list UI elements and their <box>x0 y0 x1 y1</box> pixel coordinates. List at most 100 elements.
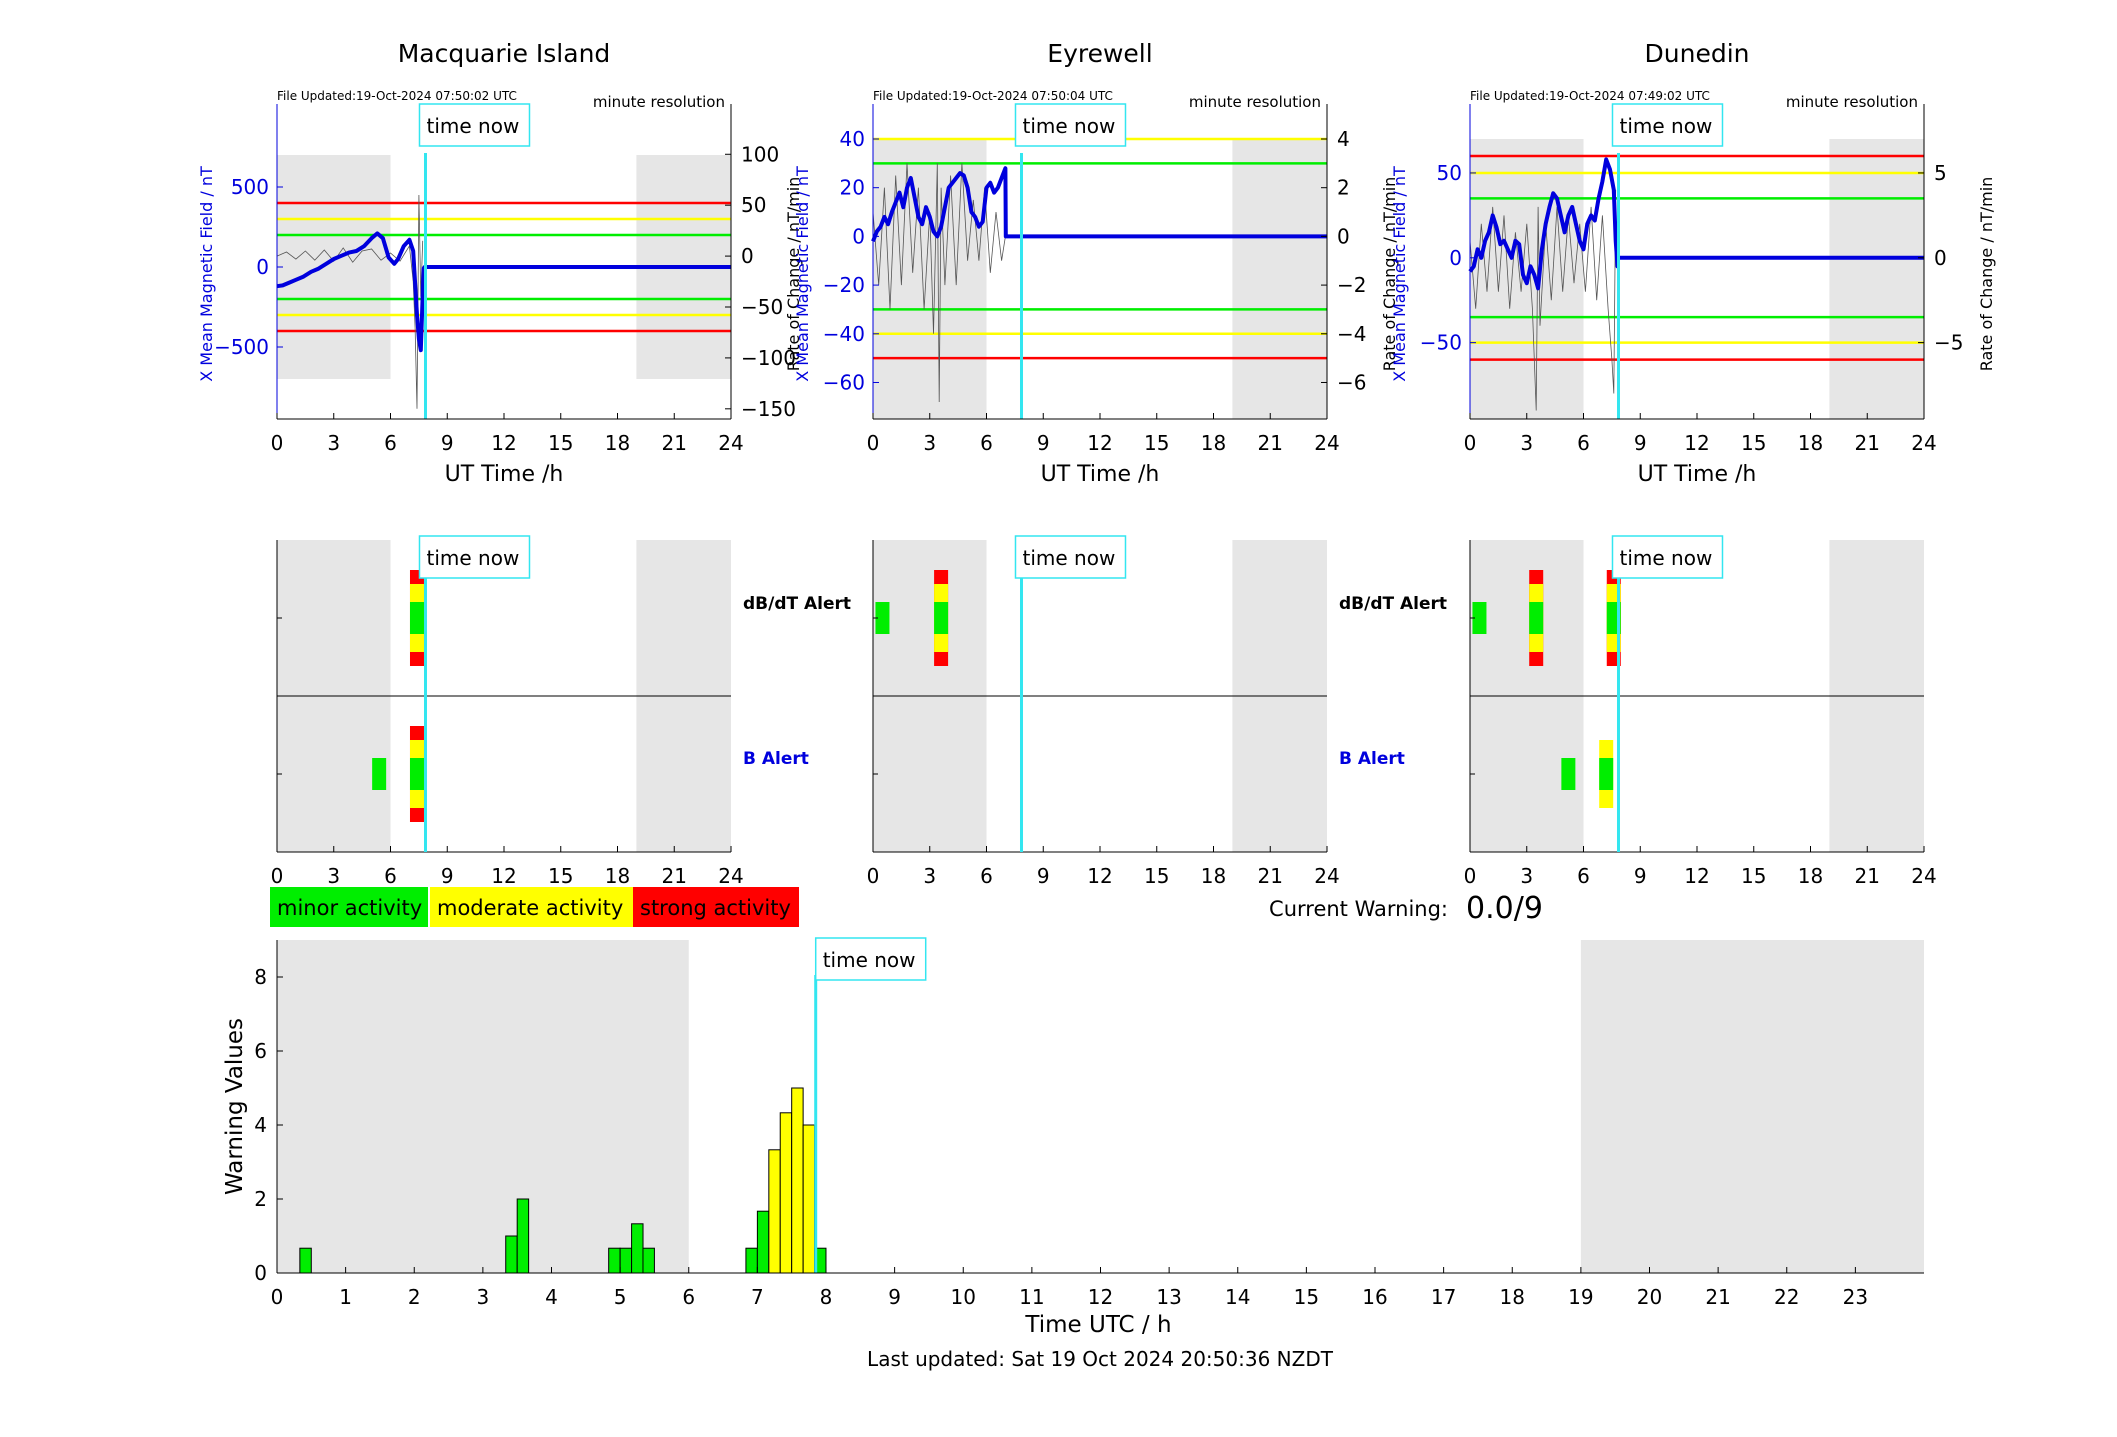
y-right-tick-label: 0 <box>741 244 754 268</box>
dbdt-trace <box>276 194 424 409</box>
x-tick-label: 15 <box>548 864 573 888</box>
time-now-marker: time now <box>1611 103 1724 147</box>
x-tick-label: 21 <box>662 864 687 888</box>
warning-bar <box>516 1198 530 1274</box>
file-updated: File Updated:19-Oct-2024 07:49:02 UTC <box>1470 89 1710 103</box>
alert-minor <box>409 758 424 790</box>
x-tick-label: 13 <box>1156 1285 1181 1309</box>
y-right-tick-label: −4 <box>1337 322 1366 346</box>
b-alert-label: B Alert <box>1339 749 1405 769</box>
field-panel-3: Dunedin File Updated:19-Oct-2024 07:49:02… <box>1390 39 1996 487</box>
y-tick-label: 0 <box>254 1261 267 1285</box>
x-tick-label: 9 <box>1037 864 1050 888</box>
time-now-box <box>418 103 531 147</box>
warning-bar <box>299 1247 312 1274</box>
x-tick-label: 18 <box>1201 864 1226 888</box>
time-now-box <box>1611 103 1724 147</box>
x-tick-label: 23 <box>1843 1285 1868 1309</box>
x-tick-label: 24 <box>1911 864 1936 888</box>
x-tick-label: 3 <box>1520 431 1533 455</box>
time-now-marker: time now <box>814 937 927 981</box>
x-tick-label: 0 <box>1464 431 1477 455</box>
x-axis-label: UT Time /h <box>1041 462 1160 487</box>
legend-swatch-minor <box>270 887 428 927</box>
y-right-tick-label: 0 <box>1934 246 1947 270</box>
legend-label-strong: strong activity <box>640 896 791 920</box>
alert-minor <box>372 758 387 790</box>
alert-panel-3: time now 0 3 6 9 12 15 18 21 24 <box>1464 535 1937 888</box>
y-left-axis-label: X Mean Magnetic Field / nT <box>793 166 812 382</box>
x-tick-label: 24 <box>1314 864 1339 888</box>
x-tick-label: 3 <box>1520 864 1533 888</box>
x-tick-label: 14 <box>1225 1285 1250 1309</box>
warning-bar <box>802 1124 816 1274</box>
x-tick-label: 18 <box>605 431 630 455</box>
alert-minor <box>1599 758 1614 790</box>
x-tick-label: 24 <box>1314 431 1339 455</box>
time-now-marker: time now <box>1611 535 1724 579</box>
current-warning-value: 0.0/9 <box>1466 891 1543 926</box>
time-now-label: time now <box>1022 114 1115 138</box>
x-tick-label: 0 <box>867 864 880 888</box>
x-tick-label: 12 <box>1684 431 1709 455</box>
x-tick-label: 18 <box>1500 1285 1525 1309</box>
x-tick-label: 20 <box>1637 1285 1662 1309</box>
x-tick-label: 19 <box>1568 1285 1593 1309</box>
x-tick-label: 15 <box>1144 864 1169 888</box>
x-tick-label: 7 <box>751 1285 764 1309</box>
y-left-tick-label: −50 <box>1420 331 1462 355</box>
legend-label-moderate: moderate activity <box>437 896 623 920</box>
time-now-label: time now <box>1619 114 1712 138</box>
x-tick-label: 21 <box>1855 431 1880 455</box>
x-axis-label: UT Time /h <box>445 462 564 487</box>
x-tick-label: 12 <box>1087 864 1112 888</box>
y-left-tick-label: −20 <box>823 273 865 297</box>
time-now-marker: time now <box>1014 535 1127 579</box>
time-now-box <box>1611 535 1724 579</box>
y-tick-label: 2 <box>254 1187 267 1211</box>
y-left-axis-label: X Mean Magnetic Field / nT <box>197 166 216 382</box>
x-tick-label: 21 <box>1855 864 1880 888</box>
y-axis-label: Warning Values <box>222 1018 248 1195</box>
y-right-tick-label: −6 <box>1337 370 1366 394</box>
x-tick-label: 15 <box>1741 431 1766 455</box>
file-updated: File Updated:19-Oct-2024 07:50:02 UTC <box>277 89 517 103</box>
resolution-label: minute resolution <box>593 93 725 111</box>
time-now-label: time now <box>426 546 519 570</box>
x-tick-label: 21 <box>1705 1285 1730 1309</box>
field-panel-2: Eyrewell File Updated:19-Oct-2024 07:50:0… <box>793 39 1399 487</box>
resolution-label: minute resolution <box>1786 93 1918 111</box>
file-updated: File Updated:19-Oct-2024 07:50:04 UTC <box>873 89 1113 103</box>
x-tick-label: 18 <box>1798 431 1823 455</box>
x-tick-label: 12 <box>1087 431 1112 455</box>
time-now-marker: time now <box>418 103 531 147</box>
y-left-tick-label: 0 <box>852 224 865 248</box>
y-right-tick-label: −50 <box>741 295 783 319</box>
y-left-tick-label: 0 <box>1449 246 1462 270</box>
night-band <box>1829 139 1924 419</box>
y-right-axis-label: Rate of Change / nT/min <box>784 177 803 372</box>
warning-bar <box>642 1247 655 1274</box>
warning-bar <box>768 1149 781 1274</box>
dbdt-alert-label: dB/dT Alert <box>1339 594 1447 614</box>
y-right-tick-label: 4 <box>1337 127 1350 151</box>
night-band <box>277 940 689 1273</box>
x-tick-label: 9 <box>441 431 454 455</box>
night-band <box>1580 940 1924 1273</box>
x-tick-label: 16 <box>1362 1285 1387 1309</box>
alert-minor <box>875 602 890 634</box>
x-tick-label: 17 <box>1431 1285 1456 1309</box>
night-band <box>1232 139 1327 419</box>
y-left-tick-label: −40 <box>823 322 865 346</box>
y-tick-label: 6 <box>254 1039 267 1063</box>
x-tick-label: 2 <box>408 1285 421 1309</box>
x-tick-label: 24 <box>718 864 743 888</box>
x-tick-label: 24 <box>718 431 743 455</box>
x-tick-label: 3 <box>327 431 340 455</box>
warning-bar <box>608 1247 621 1274</box>
y-left-axis-label: X Mean Magnetic Field / nT <box>1390 166 1409 382</box>
x-tick-label: 15 <box>1144 431 1169 455</box>
x-tick-label: 9 <box>1037 431 1050 455</box>
x-tick-label: 0 <box>1464 864 1477 888</box>
